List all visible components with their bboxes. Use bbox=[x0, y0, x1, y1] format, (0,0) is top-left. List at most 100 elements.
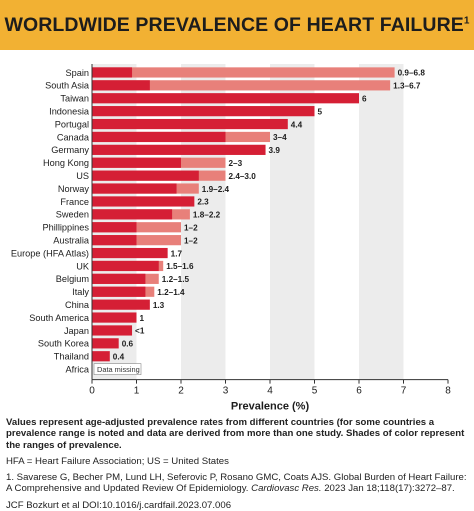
category-label: China bbox=[65, 300, 90, 310]
bar-range-low bbox=[92, 325, 133, 336]
category-label: Hong Kong bbox=[43, 158, 89, 168]
data-label: 5 bbox=[318, 107, 323, 116]
title-banner: WORLDWIDE PREVALENCE OF HEART FAILURE1 bbox=[0, 0, 474, 50]
category-label: Phillippines bbox=[43, 223, 90, 233]
reference-authors: 1. Savarese G, Becher PM, Lund LH, Sefer… bbox=[6, 472, 467, 495]
bar-range-low bbox=[92, 80, 150, 91]
data-label: 1–2 bbox=[184, 236, 198, 245]
page-title: WORLDWIDE PREVALENCE OF HEART FAILURE1 bbox=[4, 14, 469, 37]
data-label: 1.7 bbox=[171, 249, 183, 258]
reference-details: 2023 Jan 18;118(17):3272–87. bbox=[321, 483, 455, 495]
data-label: 1 bbox=[140, 314, 145, 323]
bar-range-low bbox=[92, 93, 359, 104]
category-label: Germany bbox=[51, 145, 89, 155]
doi-citation: JCF Bozkurt et al DOI:10.1016/j.cardfail… bbox=[6, 499, 232, 511]
category-label: Spain bbox=[66, 68, 90, 78]
data-label: 2.4–3.0 bbox=[229, 172, 257, 181]
x-axis: 0 1 2 3 4 5 6 7 8 Prevalence (%) bbox=[89, 64, 451, 413]
data-label: 1.2–1.5 bbox=[162, 275, 190, 284]
bar-range-low bbox=[92, 106, 315, 117]
bar-range-low bbox=[92, 286, 146, 297]
chart-notes: Values represent age-adjusted prevalence… bbox=[6, 417, 470, 511]
bar-range-high bbox=[92, 80, 391, 91]
data-label: 2.3 bbox=[197, 198, 209, 207]
bar-range-low bbox=[92, 209, 173, 220]
bar-range-high bbox=[92, 67, 395, 78]
data-label: 2–3 bbox=[229, 159, 243, 168]
plot-band bbox=[314, 64, 359, 380]
data-missing-box bbox=[93, 363, 142, 375]
title-text: WORLDWIDE PREVALENCE OF HEART FAILURE bbox=[4, 13, 464, 36]
x-tick-label: 3 bbox=[223, 386, 229, 397]
category-label: US bbox=[76, 171, 89, 181]
plot-band bbox=[225, 64, 270, 380]
category-label: Norway bbox=[58, 184, 90, 194]
data-label: 1.3 bbox=[153, 301, 165, 310]
title-footnote-marker: 1 bbox=[463, 15, 470, 26]
x-tick-label: 5 bbox=[312, 386, 318, 397]
data-label: <1 bbox=[135, 327, 145, 336]
bar-range-low bbox=[92, 157, 181, 168]
bar-range-low bbox=[92, 196, 195, 207]
bar-range-low bbox=[92, 183, 177, 194]
plot-band bbox=[270, 64, 315, 380]
bar-range-low bbox=[92, 222, 137, 233]
category-label: UK bbox=[76, 261, 90, 271]
category-label: France bbox=[60, 197, 89, 207]
data-label: 1.9–2.4 bbox=[202, 185, 230, 194]
category-label: Taiwan bbox=[60, 94, 89, 104]
data-missing-label: Data missing bbox=[97, 365, 140, 374]
category-label: Belgium bbox=[56, 274, 90, 284]
bar-range-low bbox=[92, 351, 110, 362]
data-label: 1.8–2.2 bbox=[193, 211, 221, 220]
x-tick-label: 7 bbox=[401, 386, 407, 397]
bar-range-low bbox=[92, 299, 150, 310]
data-label: 3.9 bbox=[269, 146, 281, 155]
plot-band bbox=[359, 64, 404, 380]
bar-range-low bbox=[92, 170, 199, 181]
value-labels: 0.9–6.8 1.3–6.7 6 5 4.4 3–4 3.9 2–3 2.4–3.0 1.9–2… bbox=[93, 69, 426, 375]
data-label: 1.5–1.6 bbox=[166, 262, 194, 271]
bar-range-low bbox=[92, 118, 288, 130]
category-label: Africa bbox=[66, 364, 90, 374]
data-label: 0.6 bbox=[122, 340, 134, 349]
reference-journal: Cardiovasc Res. bbox=[251, 483, 322, 495]
bar-range-low bbox=[92, 235, 137, 246]
plot-band bbox=[136, 64, 181, 380]
bar-range-low bbox=[92, 312, 137, 323]
reference: 1. Savarese G, Becher PM, Lund LH, Sefer… bbox=[6, 472, 470, 495]
plot-band bbox=[181, 64, 226, 380]
prevalence-bar-chart: Spain South Asia Taiwan Indonesia Portugal Ca… bbox=[11, 64, 451, 413]
category-label: Australia bbox=[53, 235, 90, 245]
x-axis-label: Prevalence (%) bbox=[231, 401, 310, 413]
x-tick-label: 8 bbox=[445, 386, 451, 397]
category-label: South Asia bbox=[45, 81, 90, 91]
data-label: 4.4 bbox=[291, 120, 303, 129]
bar-range-low bbox=[92, 131, 226, 143]
data-label: 0.9–6.8 bbox=[398, 69, 426, 78]
category-label: Thailand bbox=[54, 352, 89, 362]
category-label: South Korea bbox=[38, 339, 90, 349]
bar-range-low bbox=[92, 338, 119, 349]
data-label: 1.2–1.4 bbox=[157, 288, 185, 297]
category-label: South America bbox=[29, 313, 90, 323]
category-label: Indonesia bbox=[49, 106, 90, 116]
bar-range-low bbox=[92, 144, 266, 155]
x-tick-label: 6 bbox=[356, 386, 362, 397]
category-labels: Spain South Asia Taiwan Indonesia Portugal Ca… bbox=[11, 68, 90, 375]
bars bbox=[92, 67, 395, 362]
plot-bands bbox=[92, 64, 448, 380]
bar-range-low bbox=[92, 273, 146, 284]
data-label: 3–4 bbox=[273, 133, 287, 142]
category-label: Sweden bbox=[56, 210, 89, 220]
x-tick-label: 2 bbox=[178, 386, 184, 397]
category-label: Europe (HFA Atlas) bbox=[11, 248, 89, 258]
x-tick-label: 1 bbox=[134, 386, 140, 397]
category-label: Japan bbox=[64, 326, 89, 336]
bar-range-low bbox=[92, 260, 159, 272]
data-label: 1.3–6.7 bbox=[393, 82, 421, 91]
category-label: Italy bbox=[72, 287, 89, 297]
data-label: 6 bbox=[362, 94, 367, 103]
bar-range-low bbox=[92, 247, 168, 259]
